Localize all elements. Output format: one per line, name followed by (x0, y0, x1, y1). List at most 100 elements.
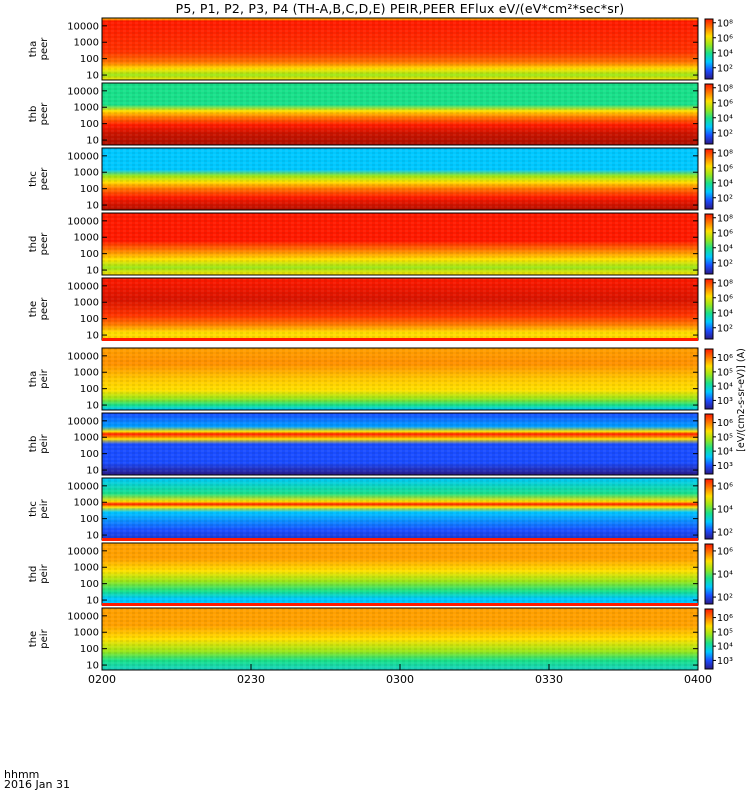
panel-tha-peir: 10 100 1000 10000 thapeir 10³ 10⁴ 10⁵ 10⁶ (28, 347, 733, 412)
panel-frame (101, 212, 699, 276)
y-tick-label: 10 (86, 201, 99, 212)
colorbar-tick-label: 10⁵ (717, 432, 733, 443)
colorbar-tick-label: 10⁶ (717, 546, 733, 557)
panel-label: thdpeir (28, 563, 50, 583)
colorbar (704, 83, 714, 145)
y-tick-label: 100 (80, 184, 99, 195)
x-tick-label: 0300 (386, 673, 414, 686)
y-tick-label: 10 (86, 331, 99, 342)
x-tick-label: 0230 (237, 673, 265, 686)
colorbar (704, 18, 714, 80)
panel-thc-peir: 10 100 1000 10000 thcpeir 10² 10⁴ 10⁶ (28, 477, 733, 542)
colorbar-tick-label: 10² (717, 128, 733, 139)
colorbar-tick-label: 10⁸ (717, 83, 733, 94)
panel-label: thbpeer (28, 102, 50, 126)
colorbar-tick-label: 10² (717, 193, 733, 204)
y-tick-label: 10000 (67, 611, 99, 622)
y-tick-label: 1000 (74, 168, 99, 179)
panel-label: thapeir (28, 368, 50, 388)
y-tick-label: 10000 (67, 546, 99, 557)
colorbar (704, 608, 714, 670)
colorbar-tick-label: 10³ (717, 396, 733, 407)
y-tick-label: 10000 (67, 86, 99, 97)
colorbar-tick-label: 10⁴ (717, 113, 733, 124)
colorbar-tick-label: 10⁶ (717, 353, 733, 364)
colorbar (704, 478, 714, 540)
y-tick-label: 10 (86, 266, 99, 277)
y-tick-label: 1000 (74, 628, 99, 639)
panel-label: thepeir (28, 628, 50, 648)
colorbar-tick-label: 10² (717, 258, 733, 269)
y-tick-label: 100 (80, 249, 99, 260)
y-tick-label: 100 (80, 514, 99, 525)
spectrogram-texture (102, 213, 698, 275)
spectrogram-texture (102, 608, 698, 670)
y-tick-label: 10000 (67, 351, 99, 362)
colorbar-tick-label: 10⁴ (717, 48, 733, 59)
y-tick-label: 10000 (67, 281, 99, 292)
spectrogram-texture (102, 348, 698, 410)
colorbar-tick-label: 10⁶ (717, 613, 733, 624)
colorbar-tick-label: 10⁶ (717, 293, 733, 304)
colorbar-tick-label: 10⁵ (717, 367, 733, 378)
colorbar-tick-label: 10⁸ (717, 213, 733, 224)
y-tick-label: 1000 (74, 433, 99, 444)
y-tick-label: 1000 (74, 563, 99, 574)
colorbar-tick-label: 10² (717, 593, 733, 604)
colorbar-tick-label: 10⁴ (717, 570, 733, 581)
colorbar-tick-label: 10⁸ (717, 18, 733, 29)
y-tick-label: 100 (80, 119, 99, 130)
data-gap-strip (102, 338, 698, 341)
panel-frame (101, 347, 699, 411)
spectrogram-texture (102, 148, 698, 210)
colorbar-tick-label: 10² (717, 323, 733, 334)
y-tick-label: 10 (86, 531, 99, 542)
colorbar-tick-label: 10³ (717, 656, 733, 667)
panel-stack: 10 100 1000 10000 thapeer 10² 10⁴ 10⁶ 10⁸ 10 100 10… (28, 17, 733, 672)
panel-label: thdpeer (28, 232, 50, 256)
chart-title: P5, P1, P2, P3, P4 (TH-A,B,C,D,E) PEIR,P… (175, 1, 625, 16)
colorbar (704, 278, 714, 340)
panel-thb-peir: 10 100 1000 10000 thbpeir 10³ 10⁴ 10⁵ 10⁶ (28, 412, 733, 477)
spectrogram-texture (102, 413, 698, 475)
panel-frame (101, 412, 699, 476)
y-tick-label: 10000 (67, 481, 99, 492)
colorbar-tick-label: 10³ (717, 461, 733, 472)
x-axis: 0200 0230 0300 0330 0400 (88, 664, 712, 686)
spectrogram-texture (102, 83, 698, 145)
y-tick-label: 10 (86, 661, 99, 672)
colorbar-label: [eV/(cm2-s-sr-eV)] (A) (736, 348, 747, 452)
y-tick-label: 100 (80, 644, 99, 655)
y-tick-label: 10 (86, 466, 99, 477)
colorbar (704, 543, 714, 605)
y-tick-label: 1000 (74, 368, 99, 379)
colorbar-tick-label: 10⁴ (717, 447, 733, 458)
y-tick-label: 1000 (74, 38, 99, 49)
y-tick-label: 100 (80, 579, 99, 590)
colorbar-tick-label: 10² (717, 63, 733, 74)
spectrogram-texture (102, 478, 698, 540)
colorbar-tick-label: 10⁶ (717, 418, 733, 429)
colorbar (704, 413, 714, 475)
x-tick-label: 0400 (684, 673, 712, 686)
y-tick-label: 10000 (67, 216, 99, 227)
y-tick-label: 100 (80, 384, 99, 395)
colorbar-tick-label: 10⁴ (717, 243, 733, 254)
y-tick-label: 1000 (74, 298, 99, 309)
y-tick-label: 10 (86, 596, 99, 607)
y-tick-label: 10000 (67, 21, 99, 32)
colorbar-tick-label: 10² (717, 528, 733, 539)
colorbar-tick-label: 10⁸ (717, 148, 733, 159)
data-gap-strip (102, 603, 698, 606)
colorbar-tick-label: 10⁶ (717, 98, 733, 109)
y-tick-label: 100 (80, 314, 99, 325)
colorbar (704, 348, 714, 410)
panel-thc-peer: 10 100 1000 10000 thcpeer 10² 10⁴ 10⁶ 10⁸ (28, 147, 733, 212)
panel-tha-peer: 10 100 1000 10000 thapeer 10² 10⁴ 10⁶ 10⁸ (28, 17, 733, 82)
panel-label: thapeer (28, 37, 50, 61)
panel-label: thbpeir (28, 433, 50, 453)
colorbar-tick-label: 10⁶ (717, 481, 733, 492)
colorbar-tick-label: 10⁸ (717, 278, 733, 289)
colorbar (704, 213, 714, 275)
